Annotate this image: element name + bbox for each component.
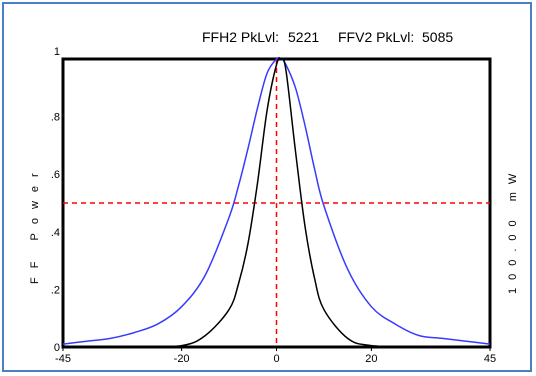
x-axis-ticks: -45 -20 0 20 45 [55, 347, 496, 365]
series-line-2 [62, 57, 491, 348]
y-axis-label-right-text: 100.00 mW [507, 166, 519, 294]
y-tick-label: 1 [54, 46, 60, 58]
ff-power-chart: FFH2 PkLvl: 5221 FFV2 PkLvl: 5085 -45 -20… [29, 29, 519, 365]
x-tick-label: 20 [365, 353, 377, 365]
x-tick-label: 45 [484, 353, 496, 365]
chart-frame: FFH2 PkLvl: 5221 FFV2 PkLvl: 5085 -45 -20… [2, 2, 532, 372]
ffv2-label: FFV2 PkLvl: [338, 29, 414, 45]
series-line-1 [62, 56, 491, 345]
y-axis-label-left: FF Power [29, 164, 41, 284]
series-layer [62, 56, 491, 348]
x-tick-label: -20 [174, 353, 190, 365]
y-tick-label: .4 [51, 227, 60, 239]
y-axis-label-right: 100.00 mW [507, 166, 519, 294]
x-tick-label: 0 [273, 353, 279, 365]
x-tick-label: -45 [55, 353, 71, 365]
y-tick-label: .6 [51, 169, 60, 181]
y-tick-label: 0 [54, 342, 60, 354]
y-tick-label: .8 [51, 112, 60, 124]
y-tick-label: .2 [51, 284, 60, 296]
ffv2-value: 5085 [422, 29, 453, 45]
reference-lines [63, 59, 490, 347]
ffh2-value: 5221 [288, 29, 319, 45]
y-axis-label-left-text: FF Power [29, 164, 41, 284]
ffh2-label: FFH2 PkLvl: [202, 29, 279, 45]
y-axis-ticks: 0 .2 .4 .6 .8 1 [51, 46, 60, 354]
